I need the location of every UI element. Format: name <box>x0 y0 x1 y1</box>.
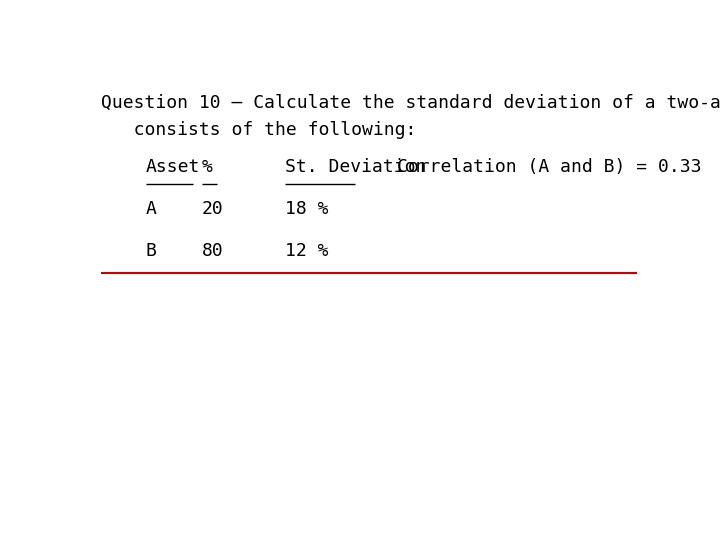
Text: 80: 80 <box>202 241 223 260</box>
Text: Correlation (A and B) = 0.33: Correlation (A and B) = 0.33 <box>397 158 701 177</box>
Text: St. Deviation: St. Deviation <box>285 158 427 177</box>
Text: Asset: Asset <box>145 158 200 177</box>
Text: 18 %: 18 % <box>285 200 329 218</box>
Text: 12 %: 12 % <box>285 241 329 260</box>
Text: Question 10 – Calculate the standard deviation of a two-asset portfolio that: Question 10 – Calculate the standard dev… <box>101 94 720 112</box>
Text: B: B <box>145 241 157 260</box>
Text: %: % <box>202 158 212 177</box>
Text: 20: 20 <box>202 200 223 218</box>
Text: A: A <box>145 200 157 218</box>
Text: consists of the following:: consists of the following: <box>101 121 417 139</box>
